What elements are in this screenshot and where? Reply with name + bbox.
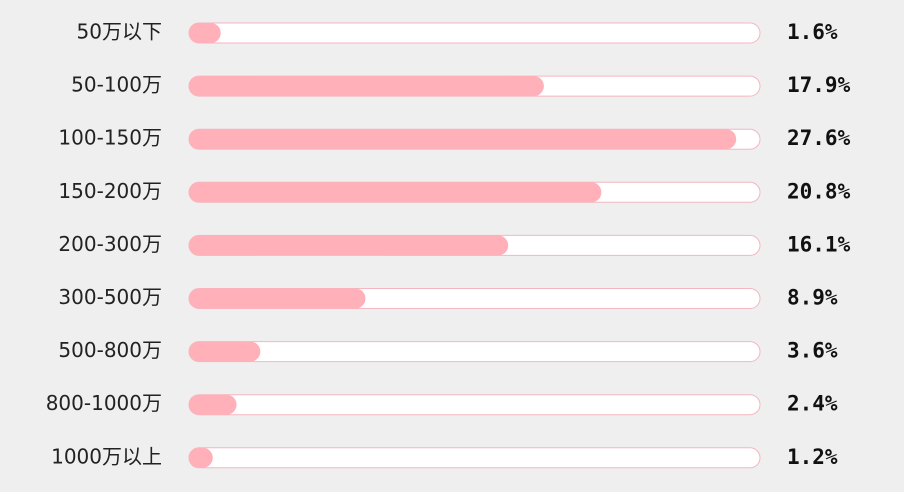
value-label: 16.1% [787, 232, 851, 256]
bar [189, 288, 366, 309]
value-label: 2.4% [787, 392, 838, 416]
value-label: 17.9% [787, 73, 851, 97]
category-label: 50-100万 [71, 73, 162, 97]
category-label: 50万以下 [77, 20, 162, 44]
bar-track [188, 22, 761, 44]
bar-track [188, 447, 761, 469]
bar [189, 76, 544, 97]
bar-track [188, 341, 761, 363]
bar [189, 341, 261, 362]
category-label: 100-150万 [58, 126, 162, 150]
bar [189, 182, 602, 203]
bar-track [188, 394, 761, 416]
category-label: 1000万以上 [51, 444, 162, 468]
bar [189, 235, 509, 256]
value-label: 20.8% [787, 179, 851, 203]
value-label: 8.9% [787, 286, 838, 310]
category-label: 150-200万 [58, 179, 162, 203]
value-label: 1.2% [787, 445, 838, 469]
value-label: 1.6% [787, 20, 838, 44]
bar [189, 129, 737, 150]
bar [189, 23, 221, 43]
bar [189, 394, 237, 415]
category-label: 200-300万 [58, 232, 162, 256]
category-label: 500-800万 [58, 338, 162, 362]
bar [189, 447, 213, 468]
value-label: 27.6% [787, 126, 851, 150]
value-label: 3.6% [787, 339, 838, 363]
category-label: 300-500万 [58, 285, 162, 309]
category-label: 800-1000万 [46, 391, 162, 415]
